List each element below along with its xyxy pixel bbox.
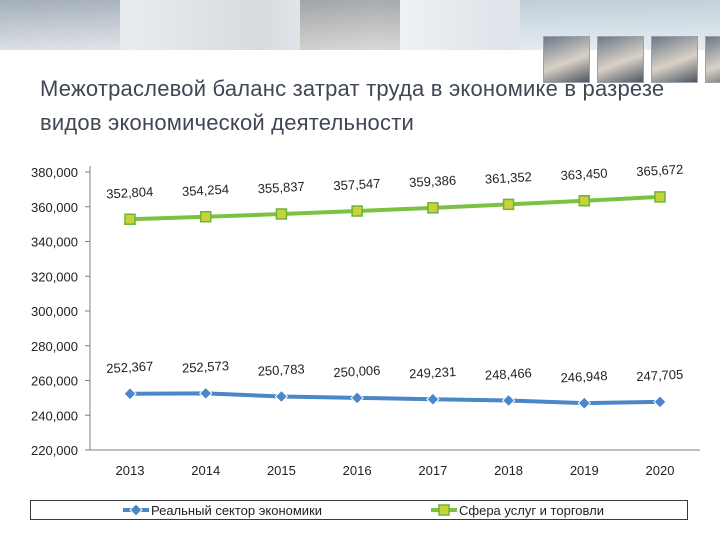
series-line — [129, 194, 661, 222]
data-label: 361,352 — [484, 169, 532, 186]
x-tick-label: 2017 — [418, 463, 447, 478]
y-tick-label: 220,000 — [31, 443, 78, 458]
data-point-marker — [351, 205, 363, 217]
chart-axes: 220,000 240,000 260,000 280,000 300,000 320,0… — [31, 165, 700, 478]
legend-swatch-square-icon — [431, 504, 457, 516]
chart-series — [123, 191, 667, 410]
data-label: 252,367 — [106, 359, 154, 376]
x-tick-label: 2013 — [116, 463, 145, 478]
header-photo-strip — [543, 36, 720, 83]
data-label: 352,804 — [106, 184, 154, 201]
chart-data-labels: 252,367 252,573 250,783 250,006 249,231 248,4… — [106, 162, 684, 386]
legend-item-real-sector: Реальный сектор экономики — [123, 502, 322, 518]
data-point-marker — [350, 391, 364, 405]
x-tick-label: 2019 — [570, 463, 599, 478]
data-point-marker — [501, 393, 516, 408]
y-tick-label: 360,000 — [31, 200, 78, 215]
data-point-marker — [653, 395, 667, 409]
photo-thumbnail — [705, 36, 720, 83]
data-label: 250,006 — [333, 363, 381, 380]
data-label: 249,231 — [409, 364, 457, 381]
data-point-marker — [124, 213, 136, 226]
data-point-marker — [199, 210, 212, 223]
data-label: 246,948 — [560, 368, 608, 385]
legend-label-services: Сфера услуг и торговли — [459, 502, 604, 518]
data-label: 365,672 — [636, 162, 684, 179]
data-label: 248,466 — [484, 365, 532, 382]
photo-thumbnail — [543, 36, 590, 83]
data-point-marker — [123, 387, 137, 401]
legend-swatch-diamond-icon — [123, 503, 149, 517]
data-label: 247,705 — [636, 367, 684, 384]
x-tick-label: 2015 — [267, 463, 296, 478]
y-tick-label: 300,000 — [31, 304, 78, 319]
data-label: 354,254 — [182, 182, 230, 199]
y-tick-label: 280,000 — [31, 339, 78, 354]
y-tick-label: 320,000 — [31, 269, 78, 284]
x-tick-label: 2018 — [494, 463, 523, 478]
y-tick-label: 340,000 — [31, 235, 78, 250]
banner-photo-building — [0, 0, 120, 50]
chart-legend: Реальный сектор экономики Сфера услуг и … — [30, 500, 688, 520]
x-tick-label: 2016 — [343, 463, 372, 478]
data-point-marker — [274, 389, 289, 404]
legend-label-real-sector: Реальный сектор экономики — [151, 502, 323, 518]
data-label: 357,547 — [333, 176, 381, 193]
legend-item-services: Сфера услуг и торговли — [431, 502, 604, 518]
data-point-marker — [427, 202, 439, 214]
data-point-marker — [199, 386, 213, 401]
slide-title: Межотраслевой баланс затрат труда в экон… — [40, 76, 665, 135]
data-point-marker — [426, 392, 440, 406]
data-point-marker — [275, 208, 288, 220]
x-tick-label: 2014 — [191, 463, 220, 478]
series-line — [129, 391, 661, 406]
y-tick-label: 240,000 — [31, 408, 78, 423]
data-label: 252,573 — [182, 358, 230, 375]
data-point-marker — [502, 198, 515, 211]
banner-photo-business-woman — [300, 0, 400, 50]
photo-thumbnail — [597, 36, 644, 83]
data-point-marker — [578, 195, 591, 207]
line-chart: 220,000 240,000 260,000 280,000 300,000 320,0… — [31, 162, 700, 478]
data-label: 250,783 — [257, 361, 305, 378]
y-tick-label: 380,000 — [31, 165, 78, 180]
photo-thumbnail — [651, 36, 698, 83]
header-banner — [0, 0, 720, 50]
data-label: 359,386 — [409, 173, 457, 190]
y-tick-label: 260,000 — [31, 374, 78, 389]
data-label: 363,450 — [560, 166, 608, 183]
x-tick-label: 2020 — [646, 463, 675, 478]
data-point-marker — [654, 191, 666, 203]
data-label: 355,837 — [257, 179, 305, 196]
data-point-marker — [577, 396, 591, 410]
